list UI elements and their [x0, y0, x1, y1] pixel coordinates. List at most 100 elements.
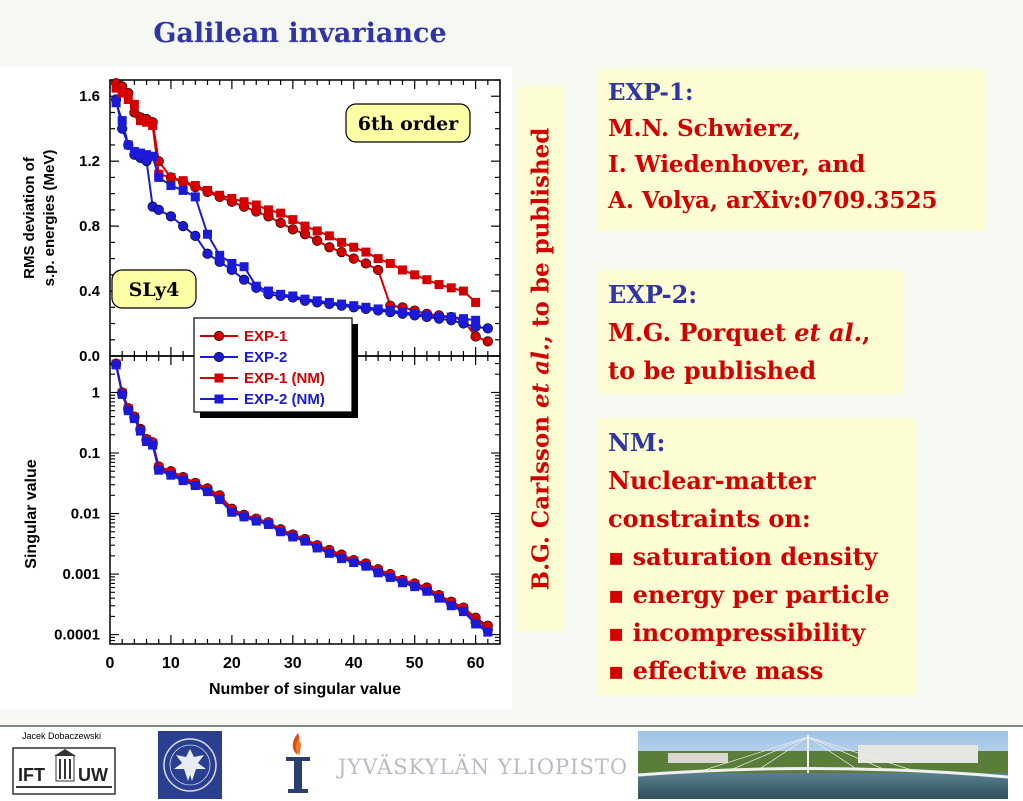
data-point	[288, 291, 298, 301]
university-seal-logo	[158, 731, 222, 799]
data-point	[238, 274, 250, 285]
exp2-status: to be published	[608, 356, 817, 385]
annotation-box	[111, 269, 197, 309]
data-point	[202, 248, 213, 259]
data-point	[142, 150, 152, 160]
data-point	[398, 307, 407, 317]
nm-bullet-item: ▪ saturation density	[608, 542, 878, 571]
data-point	[142, 436, 152, 446]
legend-marker	[214, 373, 224, 383]
data-point	[324, 297, 334, 307]
legend-label: EXP-2	[244, 349, 287, 366]
data-point	[239, 197, 249, 207]
exp1-reference-box: EXP-1: M.N. Schwierz, I. Wiedenhover, an…	[598, 69, 986, 231]
nm-constraints-box: NM: Nuclear-matter constraints on: ▪ sat…	[598, 418, 916, 696]
data-point	[361, 302, 371, 312]
top-ylabel-line: s.p. energies (MeV)	[41, 150, 58, 287]
data-point	[276, 208, 286, 218]
nm-heading: NM:	[608, 428, 666, 457]
data-point	[337, 554, 347, 564]
data-point	[263, 286, 273, 296]
data-point	[190, 230, 201, 241]
data-point	[251, 200, 261, 210]
nm-line: Nuclear-matter	[608, 466, 816, 495]
data-point	[446, 601, 456, 611]
footer: Jacek Dobaczewski IFT UW JYVÄSKYLÄN YLIO…	[0, 727, 1023, 801]
data-point	[324, 231, 334, 241]
data-point	[337, 237, 347, 247]
data-point	[410, 309, 420, 319]
legend-marker	[213, 351, 225, 363]
x-tick-label: 10	[162, 655, 180, 672]
y-tick-label: 0.0001	[54, 627, 100, 644]
citation-status: , to be published	[527, 127, 555, 344]
data-point	[337, 299, 347, 309]
exp1-line: M.N. Schwierz,	[608, 115, 801, 142]
data-point	[410, 270, 420, 280]
exp1-line: A. Volya, arXiv:0709.3525	[608, 187, 938, 214]
data-point	[190, 192, 200, 202]
data-point	[299, 229, 311, 240]
y-tick-label: 0.8	[79, 218, 100, 235]
university-name: JYVÄSKYLÄN YLIOPISTO	[338, 755, 629, 779]
data-point	[373, 254, 383, 264]
data-point	[385, 258, 395, 268]
exp1-heading: EXP-1:	[608, 79, 694, 106]
data-point	[458, 607, 468, 617]
data-point	[373, 264, 384, 276]
data-point	[178, 221, 189, 232]
data-point	[373, 304, 383, 314]
data-point	[288, 215, 298, 225]
data-point	[166, 181, 176, 191]
data-point	[312, 235, 323, 246]
exp2-author: M.G. Porquet	[608, 318, 795, 347]
y-tick-label: 0.0	[79, 348, 100, 365]
data-point	[446, 283, 456, 293]
data-point	[190, 181, 200, 191]
data-point	[148, 151, 158, 161]
x-tick-label: 40	[345, 655, 363, 672]
data-point	[360, 258, 372, 269]
data-point	[129, 99, 139, 109]
torch-logo	[286, 733, 310, 793]
author-name: Jacek Dobaczewski	[22, 731, 102, 741]
plot-figure: 0.0 0.4 0.8 1.2 1.6 RMS deviation of s.p. ener…	[21, 78, 501, 698]
data-point	[348, 253, 359, 264]
exp2-line: M.G. Porquet et al.,	[608, 314, 894, 352]
legend-label: EXP-1	[244, 328, 287, 345]
annotation-label: 6th order	[358, 113, 459, 135]
legend-label: EXP-1 (NM)	[244, 370, 325, 387]
data-point	[215, 495, 225, 505]
data-point	[135, 116, 145, 126]
data-point	[227, 507, 237, 517]
data-point	[135, 148, 145, 158]
data-point	[203, 185, 212, 195]
data-point	[458, 286, 468, 296]
data-point	[324, 242, 335, 253]
data-point	[135, 426, 145, 436]
legend-marker	[213, 330, 225, 342]
data-point	[123, 94, 133, 104]
y-tick-label: 0.4	[79, 283, 101, 300]
data-point	[111, 360, 121, 370]
data-point	[166, 470, 176, 480]
bottom-plot: 1 0.1 0.01 0.001 0.0001 0 10 20 30 40 50 60 Singular…	[23, 355, 501, 698]
data-point	[129, 414, 139, 424]
nm-bullet-text: incompressibility	[632, 618, 866, 647]
data-point	[446, 312, 456, 322]
x-tick-label: 50	[406, 655, 424, 672]
annotation-label: SLy4	[129, 279, 180, 301]
data-point	[482, 323, 493, 334]
data-point	[123, 406, 133, 416]
nm-bullet-text: saturation density	[632, 542, 878, 571]
data-point	[263, 205, 273, 215]
data-point	[458, 314, 468, 324]
data-point	[471, 614, 481, 624]
data-point	[361, 561, 371, 571]
data-point	[215, 190, 225, 200]
y-tick-label: 1	[92, 384, 100, 401]
data-point	[129, 146, 139, 156]
data-point	[166, 172, 176, 182]
data-point	[111, 98, 121, 108]
data-point	[482, 336, 493, 347]
